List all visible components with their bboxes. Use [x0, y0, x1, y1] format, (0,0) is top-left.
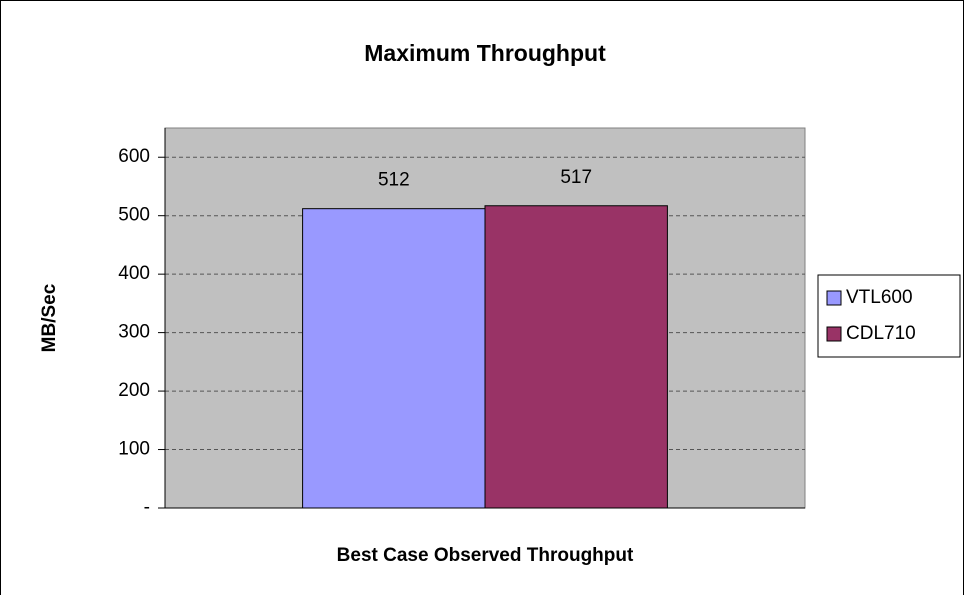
- y-tick-label: 300: [118, 322, 150, 343]
- legend-label: CDL710: [846, 323, 916, 344]
- data-label: 517: [560, 167, 592, 188]
- legend-swatch: [826, 290, 842, 306]
- y-tick-label: 100: [118, 439, 150, 460]
- legend-box: [817, 274, 961, 358]
- y-tick-label: 200: [118, 380, 150, 401]
- legend-label: VTL600: [846, 287, 913, 308]
- y-tick-label: 500: [118, 205, 150, 226]
- data-label: 512: [378, 170, 410, 191]
- bar: [484, 205, 668, 509]
- legend-swatch: [826, 326, 842, 342]
- bar: [302, 208, 486, 509]
- y-tick-label: 600: [118, 146, 150, 167]
- chart-title: Maximum Throughput: [364, 40, 606, 66]
- y-tick-label: -: [144, 497, 150, 518]
- x-axis-label: Best Case Observed Throughput: [337, 545, 634, 566]
- y-tick-label: 400: [118, 263, 150, 284]
- y-axis-label: MB/Sec: [39, 283, 60, 352]
